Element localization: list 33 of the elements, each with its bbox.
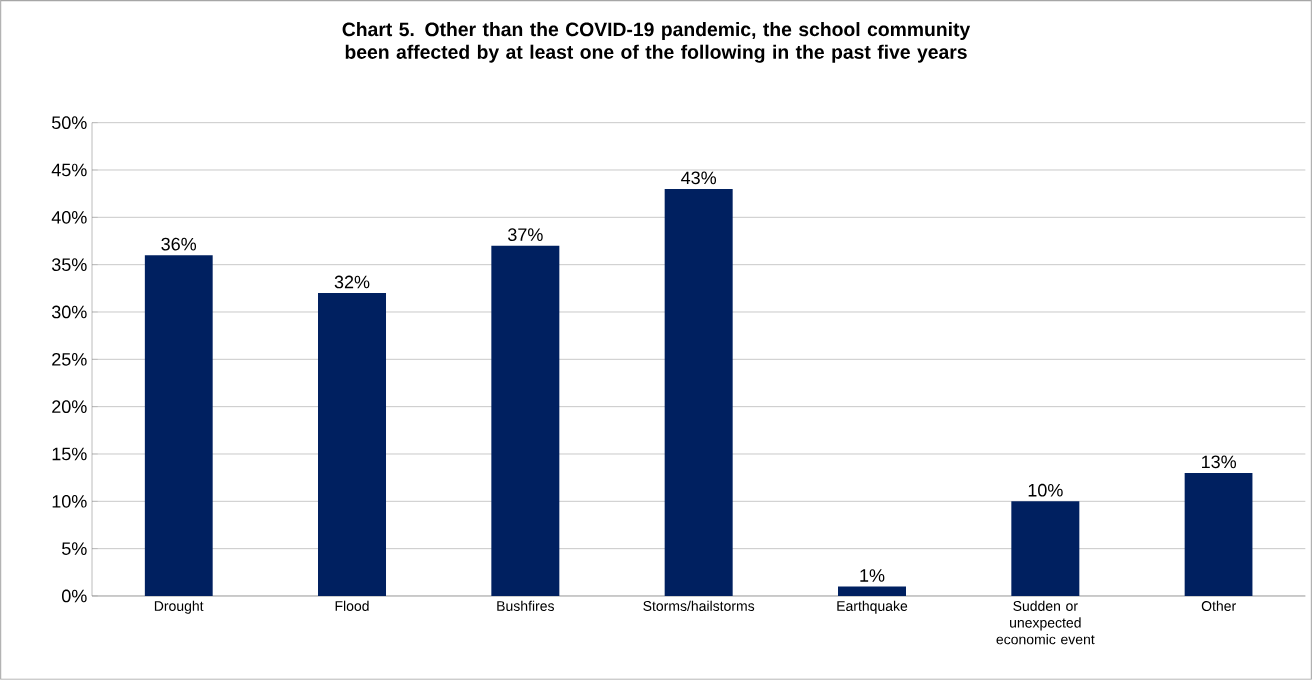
data-label: 43% [681, 171, 717, 185]
chart-title: Chart 5. Other than the COVID-19 pandemic, the school community been affected by at least one of the following in the past five years [342, 22, 971, 63]
bar [318, 293, 387, 596]
y-tick-label: 50% [51, 116, 87, 130]
y-tick-label: 15% [52, 447, 87, 461]
bar [838, 586, 906, 596]
data-label: 10% [1028, 483, 1063, 497]
y-tick-label: 35% [51, 258, 87, 272]
data-label: 13% [1202, 455, 1237, 469]
x-tick-label: Flood [335, 600, 369, 611]
y-tick-label: 20% [52, 400, 87, 414]
x-tick-label: Sudden or unexpected economic event [996, 600, 1095, 645]
y-tick-label: 25% [52, 352, 87, 366]
bar [491, 245, 560, 596]
x-tick-label: Other [1201, 600, 1236, 611]
data-label: 37% [508, 228, 543, 241]
bar [144, 255, 213, 596]
x-tick-label: Drought [154, 600, 204, 614]
data-label: 32% [334, 275, 370, 289]
data-label: 36% [161, 237, 197, 251]
y-tick-label: 5% [62, 542, 87, 555]
x-tick-label: Storms/hailstorms [643, 600, 755, 611]
y-tick-label: 45% [51, 163, 87, 177]
x-tick-label: Bushfires [497, 600, 554, 611]
bar [664, 188, 733, 596]
y-tick-label: 0% [62, 589, 87, 603]
bar [1184, 472, 1253, 596]
x-tick-label: Earthquake [837, 600, 908, 614]
data-label: 1% [860, 569, 885, 582]
y-tick-label: 30% [51, 305, 87, 319]
y-tick-label: 10% [52, 494, 87, 508]
y-tick-label: 40% [51, 210, 87, 224]
bar [1011, 501, 1080, 596]
